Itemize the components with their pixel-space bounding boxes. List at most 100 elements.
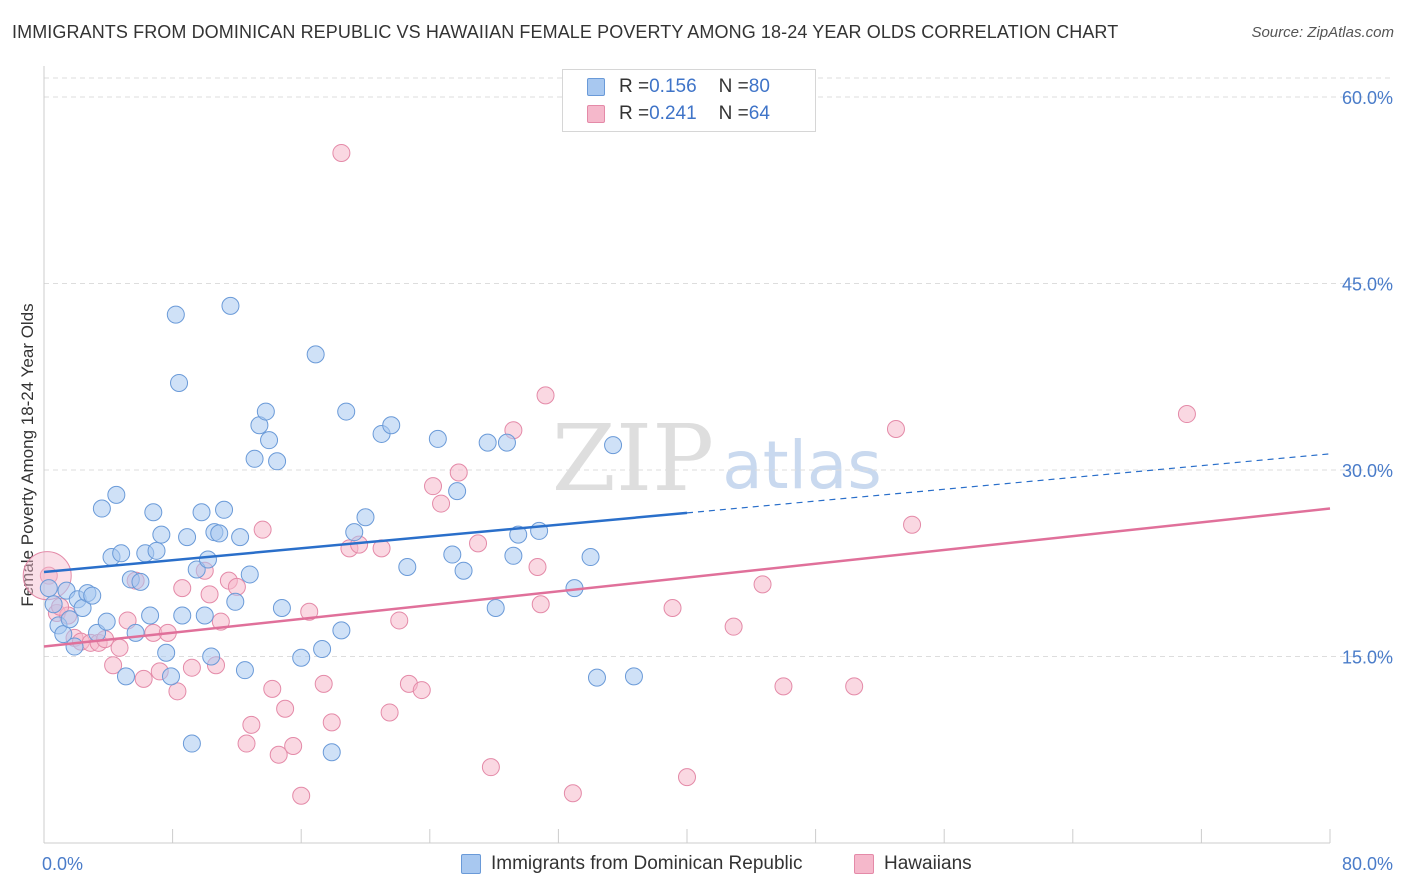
dominican-point [54, 625, 73, 644]
legend-r-value: 0.241 [649, 103, 697, 124]
hawaiians-point [449, 463, 468, 482]
dominican-point [44, 595, 63, 614]
dominican-point [152, 525, 171, 544]
bottom-legend-hawaiians: Hawaiians [854, 851, 972, 877]
dominican-point [131, 572, 150, 591]
legend-n-value: 64 [748, 103, 770, 124]
hawaiians-point [845, 677, 864, 696]
dominican-point [604, 436, 623, 455]
dominican-point [443, 545, 462, 564]
y-tick-label: 15.0% [1342, 648, 1393, 668]
dominican-points [39, 296, 643, 762]
legend-n-value: 80 [748, 76, 770, 97]
x-tick-label-max: 80.0% [1342, 854, 1393, 874]
dominican-point [356, 508, 375, 527]
hawaiians-point [724, 617, 743, 636]
y-tick-label: 60.0% [1342, 88, 1393, 108]
dominican-point [116, 667, 135, 686]
hawaiians-trend [43, 507, 1331, 648]
dominican-point [147, 541, 166, 560]
dominican-point [126, 623, 145, 642]
dominican-point [478, 433, 497, 452]
bottom-legend-swatch-pink [854, 854, 874, 874]
hawaiians-point [1177, 405, 1196, 424]
dominican-point [260, 431, 279, 450]
dominican-point [581, 548, 600, 567]
dominican-point [210, 524, 229, 543]
dominican-point [306, 345, 325, 364]
hawaiians-point [390, 611, 409, 630]
hawaiians-point [253, 520, 272, 539]
hawaiians-point [663, 599, 682, 618]
hawaiians-point [481, 758, 500, 777]
hawaiians-point [314, 674, 333, 693]
hawaiians-point [227, 577, 246, 596]
dominican-point [92, 499, 111, 518]
dominican-point [398, 557, 417, 576]
legend-r-value: 0.156 [649, 76, 697, 97]
dominican-point [141, 606, 160, 625]
bottom-legend-dominican: Immigrants from Dominican Republic [461, 851, 803, 877]
dominican-point [97, 612, 116, 631]
hawaiians-point [563, 784, 582, 803]
hawaiians-point [276, 699, 295, 718]
legend-n-label: N = [718, 76, 749, 97]
dominican-point [332, 621, 351, 640]
dominican-point [448, 482, 467, 501]
legend-r-label: R = [619, 103, 650, 124]
dominican-point [65, 637, 84, 656]
dominican-point [182, 734, 201, 753]
dominican-point [166, 305, 185, 324]
dominican-point [292, 648, 311, 667]
y-tick-label: 45.0% [1342, 275, 1393, 295]
dominican-trend-dashed [686, 453, 1331, 514]
hawaiians-point [300, 602, 319, 621]
dominican-point [486, 599, 505, 618]
trend-lines [43, 453, 1331, 648]
hawaiians-point [168, 682, 187, 701]
hawaiians-point [182, 658, 201, 677]
hawaiians-point [237, 734, 256, 753]
dominican-point [504, 546, 523, 565]
legend-row-dominican: R = 0.156 N = 80 [587, 75, 770, 99]
hawaiians-point [263, 679, 282, 698]
dominican-point [322, 743, 341, 762]
hawaiians-point [173, 579, 192, 598]
hawaiians-point [469, 534, 488, 553]
watermark: ZIP atlas [552, 405, 882, 512]
dominican-point [170, 373, 189, 392]
y-tick-label: 30.0% [1342, 461, 1393, 481]
hawaiians-point [432, 494, 451, 513]
dominican-point [215, 500, 234, 519]
dominican-point [221, 296, 240, 315]
hawaiians-point [134, 669, 153, 688]
hawaiians-point [528, 557, 547, 576]
legend-swatch-pink [587, 105, 605, 123]
hawaiians-point [412, 681, 431, 700]
hawaiians-point [424, 477, 443, 496]
hawaiians-point [110, 638, 129, 657]
bottom-legend-label-dominican: Immigrants from Dominican Republic [491, 853, 803, 874]
bottom-legend-swatch-blue [461, 854, 481, 874]
dominican-point [624, 667, 643, 686]
dominican-point [187, 560, 206, 579]
chart-title: IMMIGRANTS FROM DOMINICAN REPUBLIC VS HA… [12, 22, 1119, 42]
dominican-point [382, 416, 401, 435]
dominican-point [107, 485, 126, 504]
dominican-point [256, 402, 275, 421]
hawaiians-point [536, 386, 555, 405]
dominican-point [192, 503, 211, 522]
dominican-point [454, 561, 473, 580]
dominican-point [313, 640, 332, 659]
legend-n-label: N = [718, 103, 749, 124]
hawaiians-point [678, 768, 696, 787]
dominican-trend-solid [43, 511, 688, 574]
source-credit: Source: ZipAtlas.com [1251, 24, 1394, 41]
dominican-point [231, 528, 250, 547]
dominican-point [268, 452, 287, 471]
dominican-point [428, 429, 447, 448]
bottom-legend-label-hawaiians: Hawaiians [884, 853, 972, 874]
dominican-point [198, 550, 217, 569]
hawaiians-point [753, 575, 772, 594]
dominican-point [226, 592, 245, 611]
